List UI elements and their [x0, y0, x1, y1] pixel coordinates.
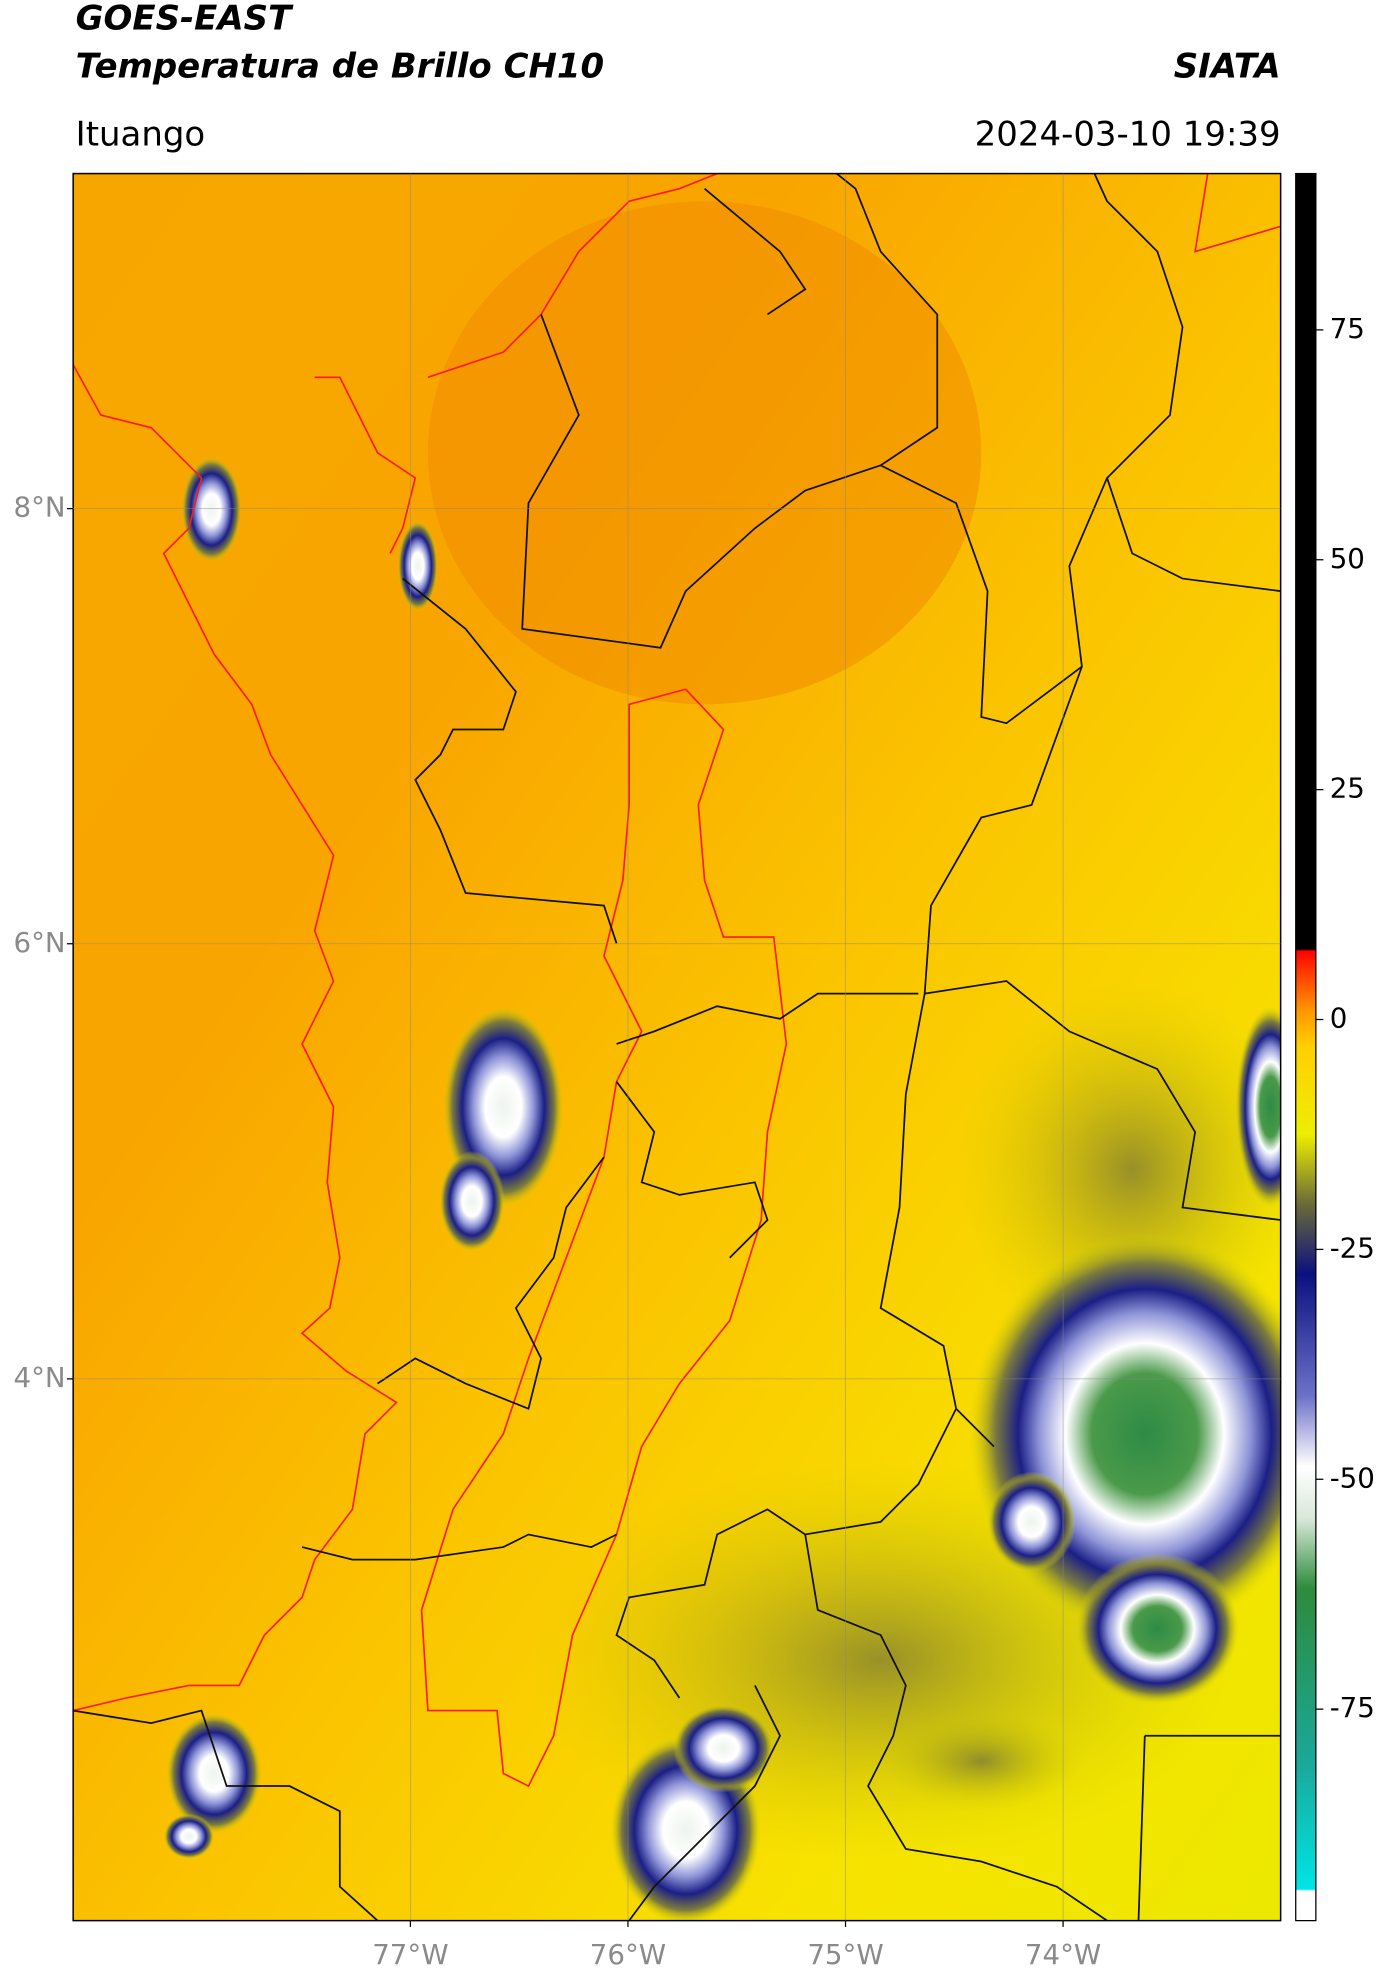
x-tick-label: 77°W: [372, 1938, 448, 1971]
timestamp: 2024-03-10 19:39: [975, 114, 1281, 154]
basin-outline: [420, 688, 788, 1788]
colorbar-tick-label: -50: [1330, 1461, 1375, 1494]
admin-border: [521, 173, 939, 649]
admin-border: [704, 173, 1184, 725]
title-line1: GOES-EAST: [76, 0, 294, 39]
y-tick-label: 8°N: [14, 491, 66, 524]
cloud-haze: [880, 1710, 1082, 1812]
x-tick-label: 76°W: [590, 1938, 666, 1971]
admin-border: [377, 992, 919, 1410]
warm-area: [427, 201, 982, 705]
cloud: [1075, 1553, 1240, 1705]
cloud: [163, 1813, 215, 1859]
colorbar-tick-label: 25: [1330, 772, 1365, 805]
coastline: [73, 364, 398, 1712]
colorbar-tick-label: -25: [1330, 1231, 1375, 1264]
coastline: [1194, 173, 1281, 253]
cloud: [987, 1471, 1076, 1573]
cloud: [397, 520, 438, 612]
colorbar-tick-label: 50: [1330, 542, 1365, 575]
admin-border: [879, 666, 1281, 1448]
location: Ituango: [76, 114, 206, 154]
map-frame: [72, 172, 1282, 1922]
colorbar-tick-label: 0: [1330, 1002, 1348, 1035]
axes: 77°W 76°W 75°W 74°W 8°N 6°N 4°N 75 50 25 0 -25 -50 -7…: [14, 173, 1375, 1971]
x-tick-label: 74°W: [1025, 1938, 1101, 1971]
y-tick-label: 4°N: [14, 1361, 66, 1394]
admin-border: [73, 1685, 1281, 1921]
agency: SIATA: [1174, 46, 1281, 86]
colorbar: [1295, 172, 1317, 1922]
cloud: [439, 1150, 505, 1252]
x-tick-label: 75°W: [807, 1938, 883, 1971]
map: [73, 173, 1281, 1921]
cloud: [1235, 1006, 1281, 1208]
y-tick-label: 6°N: [14, 926, 66, 959]
colorbar-tick-label: 75: [1330, 312, 1365, 345]
colorbar-tick-label: -75: [1330, 1691, 1375, 1724]
coastline: [314, 173, 718, 554]
admin-border: [301, 1408, 1108, 1921]
title-line2: Temperatura de Brillo CH10: [76, 46, 604, 86]
cloud: [181, 456, 242, 563]
admin-border: [402, 477, 1281, 944]
cloud: [673, 1704, 774, 1793]
cloud: [166, 1713, 262, 1834]
